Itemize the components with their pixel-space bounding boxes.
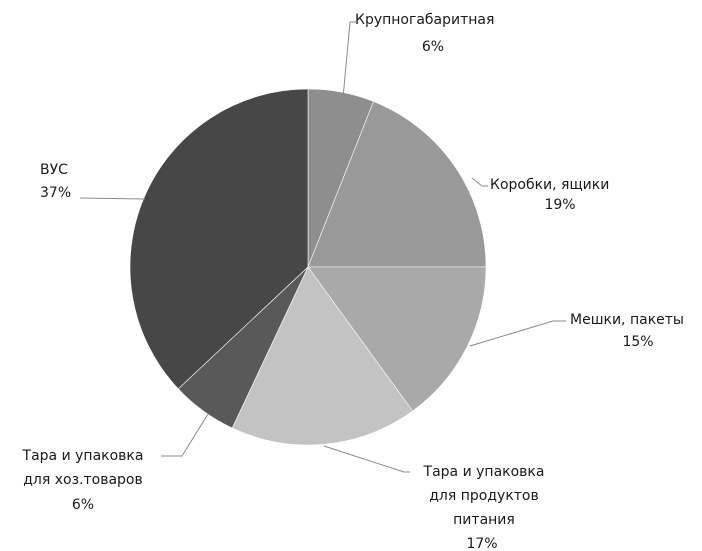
pie-slices — [129, 88, 487, 446]
label-tara-hoz-pct: 6% — [72, 497, 94, 513]
label-krupnogabaritnaya-name: Крупногабаритная — [355, 12, 494, 28]
pie-slice-5 — [129, 88, 309, 390]
label-tara-hoz-line2: для хоз.товаров — [23, 472, 143, 488]
label-krupnogabaritnaya-pct: 6% — [422, 39, 444, 55]
leader-line-korobki — [471, 177, 488, 187]
label-tara-produkty-line3: питания — [453, 512, 515, 528]
leader-line-krupnogabaritnaya — [342, 21, 356, 99]
pie-slice-3 — [231, 266, 414, 446]
label-tara-produkty-line1: Тара и упаковка — [423, 464, 545, 480]
label-vus-pct: 37% — [40, 185, 71, 201]
label-meshki-name: Мешки, пакеты — [570, 312, 684, 328]
leader-line-tara-produkty — [323, 445, 410, 473]
label-vus-name: ВУС — [40, 162, 68, 178]
label-tara-produkty-pct: 17% — [466, 536, 497, 551]
slice-labels: Крупногабаритная 6% Коробки, ящики 19% М… — [22, 12, 684, 551]
leader-line-tara-hoz — [161, 413, 209, 457]
pie-slice-2 — [307, 266, 487, 412]
label-meshki-pct: 15% — [622, 334, 653, 350]
leader-lines — [79, 21, 566, 473]
label-korobki-pct: 19% — [544, 197, 575, 213]
label-tara-hoz-line1: Тара и упаковка — [22, 448, 144, 464]
leader-line-meshki — [469, 320, 566, 347]
label-tara-produkty-line2: для продуктов — [429, 488, 539, 504]
label-korobki-name: Коробки, ящики — [490, 177, 609, 193]
pie-slice-1 — [307, 101, 487, 268]
leader-line-vus — [79, 197, 146, 200]
